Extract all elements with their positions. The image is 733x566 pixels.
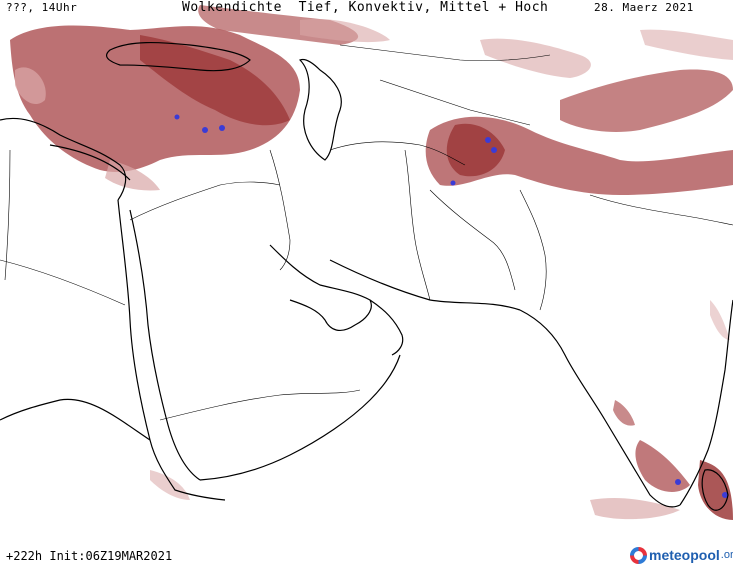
- border-uzbekistan: [379, 79, 531, 126]
- convective-cell: [450, 180, 456, 186]
- cloud-area-west-ghats: [613, 400, 635, 426]
- borders: [0, 44, 733, 421]
- convective-cells: [174, 114, 728, 498]
- coastline-black-sea: [105, 41, 251, 72]
- convective-cell: [485, 137, 491, 143]
- cloud-area-far-east: [640, 29, 733, 60]
- cloud-area-tibet-north: [560, 69, 733, 132]
- coastlines: [0, 41, 733, 511]
- convective-cell: [174, 114, 180, 120]
- border-saudi-north: [129, 181, 281, 221]
- coastline-india-west: [519, 309, 681, 508]
- coastline-india-east: [679, 299, 733, 506]
- coastline-red-sea-east: [129, 209, 201, 481]
- coastline-oman: [369, 299, 404, 356]
- logo-text: meteopool: [649, 547, 720, 563]
- cloud-area-east-coast: [710, 300, 730, 340]
- meteopool-logo[interactable]: meteopool .org: [630, 545, 733, 565]
- header-date: 28. Maerz 2021: [594, 1, 694, 14]
- coastline-red-sea-west: [117, 199, 226, 501]
- cloud-area-levant: [105, 160, 160, 191]
- cloud-field-east: [425, 29, 733, 195]
- convective-cell: [491, 147, 497, 153]
- coastline-iran-south: [329, 259, 521, 311]
- cloud-area-caucasus: [140, 35, 290, 126]
- cloud-area-nw-scatter: [15, 67, 46, 105]
- cloud-area-indian-ocean: [590, 498, 680, 520]
- border-afghanistan-pakistan: [429, 189, 516, 291]
- convective-cell: [202, 127, 208, 133]
- convective-cell: [219, 125, 225, 131]
- coastline-turkey-south: [0, 117, 127, 201]
- logo-suffix: .org: [720, 549, 733, 561]
- border-egypt-sudan: [0, 259, 126, 306]
- border-egypt-libya: [4, 149, 11, 281]
- coastline-arabia-south: [199, 354, 401, 481]
- cloud-area-yemen-coast: [150, 470, 190, 500]
- border-kazakhstan: [339, 44, 551, 62]
- meteopool-logo-icon: [630, 546, 647, 564]
- footer-run-info: +222h Init:06Z19MAR2021: [6, 549, 173, 563]
- coastline-caspian: [298, 58, 342, 161]
- border-saudi-yemen: [159, 389, 361, 421]
- border-iraq-iran: [269, 149, 291, 271]
- header-region-time: ???, 14Uhr: [6, 1, 78, 14]
- cloud-area-central-asia: [480, 38, 591, 78]
- convective-cell: [675, 479, 681, 485]
- coastline-africa-horn: [0, 398, 151, 441]
- cloud-field-north: [10, 5, 390, 191]
- border-turkmenistan: [329, 141, 466, 166]
- coastline-persian-gulf: [269, 244, 372, 332]
- cloud-area-hindukush: [425, 116, 733, 195]
- border-pakistan-india: [519, 189, 547, 311]
- coastline-sri-lanka: [701, 469, 729, 511]
- coastline-east-mediterranean: [49, 144, 131, 181]
- cloud-area-top-right-scatter: [300, 19, 390, 43]
- border-india-nepal: [589, 194, 733, 226]
- border-iran-afghanistan: [404, 149, 431, 301]
- cloud-area-kerala: [635, 440, 690, 492]
- convective-cell: [722, 492, 728, 498]
- header-map-title: Wolkendichte Tief, Konvektiv, Mittel + H…: [182, 0, 549, 15]
